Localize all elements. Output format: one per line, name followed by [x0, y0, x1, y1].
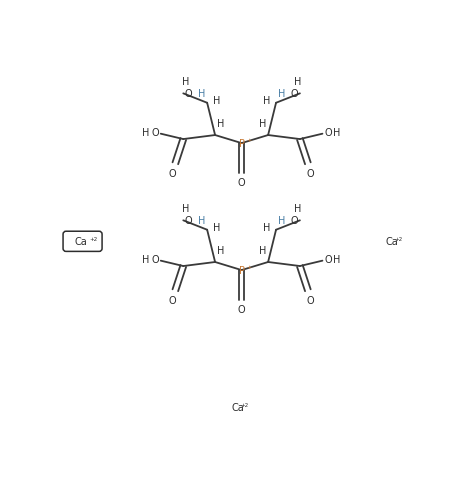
Text: H: H — [217, 245, 224, 256]
Text: H: H — [278, 89, 285, 99]
Text: O: O — [324, 255, 332, 265]
Text: +2: +2 — [394, 237, 403, 242]
Text: H: H — [263, 223, 270, 233]
Text: H: H — [217, 119, 224, 129]
Text: O: O — [185, 216, 192, 226]
Text: +2: +2 — [241, 403, 249, 408]
Text: Ca: Ca — [385, 237, 398, 247]
Text: O: O — [291, 89, 298, 99]
Text: O: O — [307, 295, 314, 305]
Text: P: P — [238, 139, 245, 149]
Text: +: + — [247, 264, 252, 269]
Text: H: H — [182, 77, 190, 87]
Text: O: O — [307, 168, 314, 178]
Text: O: O — [238, 304, 246, 315]
Text: H: H — [198, 89, 205, 99]
Text: Ca: Ca — [75, 237, 87, 247]
Text: H: H — [213, 96, 220, 106]
Text: O: O — [169, 295, 177, 305]
Text: O: O — [185, 89, 192, 99]
Text: P: P — [238, 266, 245, 275]
Text: +2: +2 — [90, 237, 98, 242]
Text: H: H — [182, 204, 190, 214]
Text: H: H — [198, 216, 205, 226]
Text: O: O — [238, 178, 246, 188]
Text: H: H — [294, 204, 301, 214]
Text: O: O — [291, 216, 298, 226]
Text: O: O — [324, 128, 332, 138]
Text: +: + — [247, 137, 252, 143]
Text: H: H — [294, 77, 301, 87]
Text: H: H — [333, 128, 341, 138]
Text: H: H — [259, 245, 266, 256]
Text: H: H — [333, 255, 341, 265]
Text: H: H — [213, 223, 220, 233]
Text: Ca: Ca — [232, 403, 245, 413]
Text: O: O — [151, 128, 159, 138]
Text: H: H — [278, 216, 285, 226]
FancyBboxPatch shape — [63, 232, 102, 252]
Text: H: H — [259, 119, 266, 129]
Text: H: H — [263, 96, 270, 106]
Text: H: H — [142, 128, 150, 138]
Text: O: O — [169, 168, 177, 178]
Text: H: H — [142, 255, 150, 265]
Text: O: O — [151, 255, 159, 265]
